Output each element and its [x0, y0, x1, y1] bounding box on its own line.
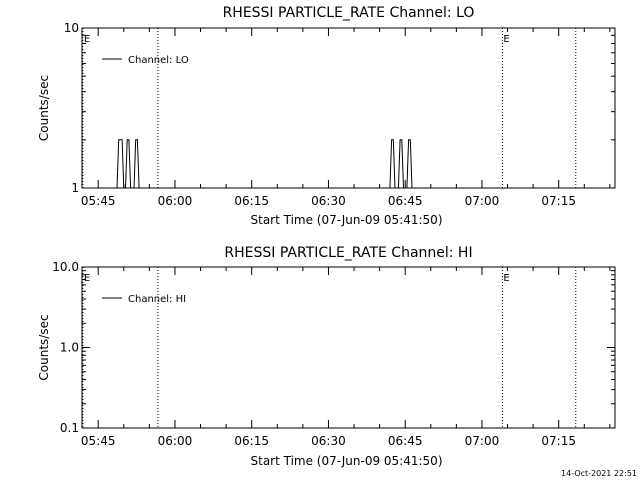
x-tick-label: 06:30	[311, 434, 346, 448]
legend-label: Channel: LO	[128, 55, 189, 66]
footer-timestamp: 14-Oct-2021 22:51	[561, 469, 637, 478]
y-tick-label: 1	[71, 181, 79, 195]
y-axis-label: Counts/sec	[37, 314, 51, 380]
x-tick-label: 06:15	[234, 434, 269, 448]
event-marker-label: E	[84, 273, 90, 284]
chart-panel-hi: RHESSI PARTICLE_RATE Channel: HI 0.1 1.0 10…	[37, 245, 616, 468]
x-axis-label: Start Time (07-Jun-09 05:41:50)	[251, 213, 443, 227]
x-tick-label: 06:00	[158, 434, 193, 448]
y-tick-label: 10	[64, 21, 79, 35]
chart-panel-lo: RHESSI PARTICLE_RATE Channel: LO 1 10 Count…	[37, 5, 616, 227]
x-tick-label: 07:15	[541, 194, 576, 208]
x-tick-label: 06:45	[388, 194, 423, 208]
event-marker-label: E	[84, 34, 90, 45]
x-tick-label: 05:45	[81, 194, 116, 208]
y-tick-label: 0.1	[60, 421, 79, 435]
x-tick-label: 05:45	[81, 434, 116, 448]
chart-title: RHESSI PARTICLE_RATE Channel: HI	[224, 245, 472, 261]
x-tick-label: 07:15	[541, 434, 576, 448]
y-axis-label: Counts/sec	[37, 75, 51, 141]
x-tick-label: 06:15	[234, 194, 269, 208]
x-tick-label: 06:30	[311, 194, 346, 208]
x-tick-label: 07:00	[465, 434, 500, 448]
x-tick-label: 06:45	[388, 434, 423, 448]
x-tick-label: 06:00	[158, 194, 193, 208]
plot-frame	[81, 27, 616, 189]
event-marker-label: E	[503, 34, 509, 45]
chart-title: RHESSI PARTICLE_RATE Channel: LO	[223, 5, 475, 21]
legend-label: Channel: HI	[128, 294, 186, 305]
x-tick-label: 07:00	[465, 194, 500, 208]
y-tick-label: 10.0	[52, 260, 79, 274]
series-line-1	[82, 139, 615, 189]
event-marker-label: E	[503, 273, 509, 284]
x-axis-label: Start Time (07-Jun-09 05:41:50)	[251, 454, 443, 468]
plot-frame	[81, 266, 616, 429]
y-tick-label: 1.0	[60, 341, 79, 355]
